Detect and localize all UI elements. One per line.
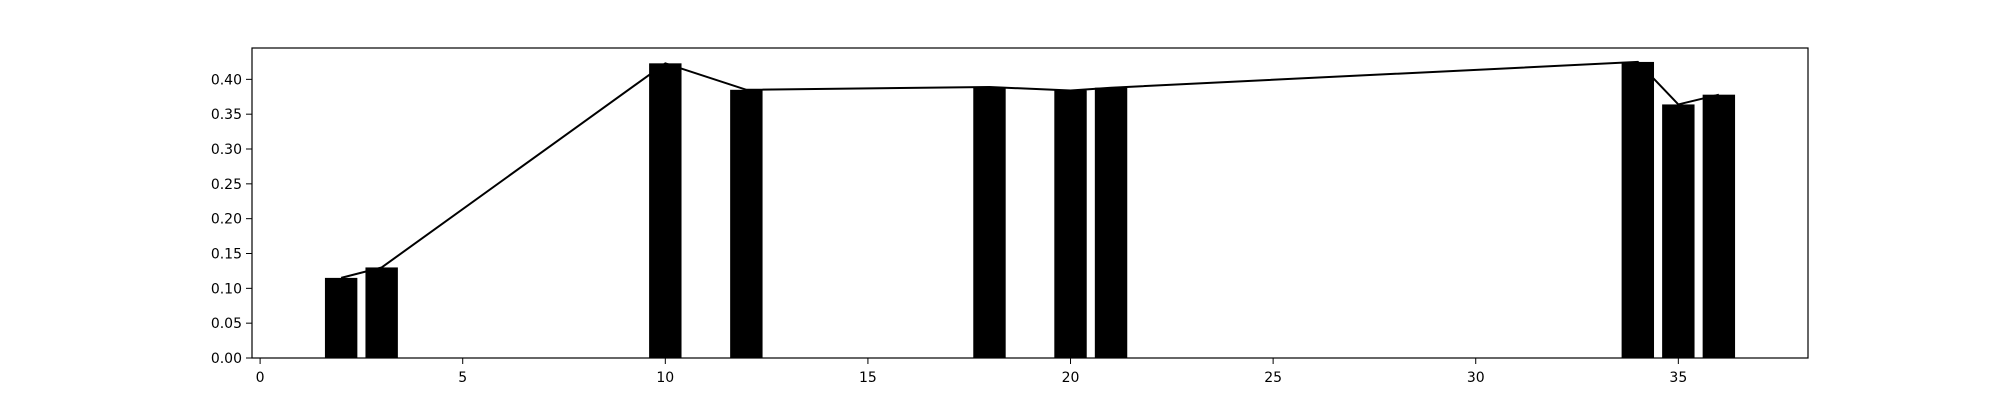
- x-tick-label: 25: [1264, 370, 1282, 386]
- bar-34: [1621, 61, 1655, 358]
- bar-10: [649, 63, 682, 359]
- x-tick-label: 35: [1669, 370, 1687, 386]
- bar-18: [973, 87, 1006, 359]
- y-tick-label: 0.05: [211, 316, 242, 332]
- bar-series: [324, 61, 1736, 359]
- plot-frame: [251, 47, 1809, 359]
- line-series: [340, 60, 1720, 279]
- y-tick-label: 0.35: [211, 107, 242, 123]
- bar-3: [365, 267, 398, 358]
- y-tick-label: 0.15: [211, 247, 242, 263]
- bar-12: [730, 89, 763, 358]
- bar-35: [1662, 104, 1695, 358]
- y-tick-label: 0.20: [211, 212, 242, 228]
- x-axis: 0 5 10 15 20 25 30 35: [256, 358, 1687, 386]
- x-tick-label: 30: [1467, 370, 1485, 386]
- x-tick-label: 5: [458, 370, 467, 386]
- y-axis: 0.00 0.05 0.10 0.15 0.20 0.25 0.30 0.35 0.40: [211, 72, 252, 367]
- y-tick-label: 0.30: [211, 142, 242, 158]
- y-tick-label: 0.10: [211, 281, 242, 297]
- bar-2: [324, 277, 358, 358]
- x-tick-label: 0: [256, 370, 265, 386]
- y-tick-label: 0.00: [211, 351, 242, 367]
- y-tick-label: 0.25: [211, 177, 242, 193]
- bar-21: [1094, 87, 1128, 359]
- x-tick-label: 10: [656, 370, 674, 386]
- x-tick-label: 15: [859, 370, 877, 386]
- y-tick-label: 0.40: [211, 72, 242, 88]
- x-tick-label: 20: [1062, 370, 1080, 386]
- bar-36: [1702, 94, 1736, 358]
- bar-20: [1054, 90, 1087, 358]
